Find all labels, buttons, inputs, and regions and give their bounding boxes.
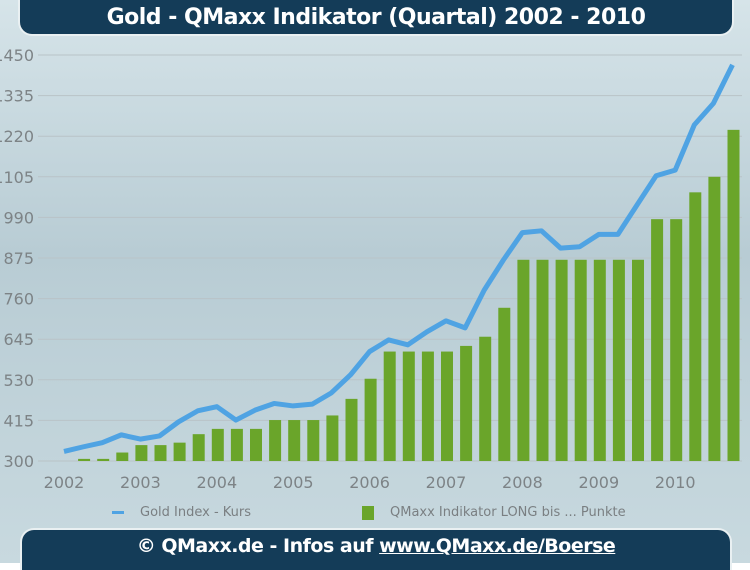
y-tick-label: 1220 — [0, 127, 34, 146]
bar — [403, 352, 415, 461]
bar — [174, 443, 186, 461]
x-tick-label: 2010 — [655, 473, 696, 492]
bar — [97, 459, 109, 461]
footer-link[interactable]: www.QMaxx.de/Boerse — [379, 535, 615, 557]
bar — [632, 260, 644, 461]
y-tick-label: 300 — [3, 452, 34, 471]
footer-banner: © QMaxx.de - Infos auf www.QMaxx.de/Boer… — [20, 528, 732, 570]
legend-item-gold: Gold Index - Kurs — [112, 505, 251, 520]
chart-title: Gold - QMaxx Indikator (Quartal) 2002 - … — [18, 0, 734, 36]
y-tick-label: 760 — [3, 290, 34, 309]
x-tick-label: 2007 — [426, 473, 467, 492]
bar — [269, 420, 281, 461]
bar — [441, 352, 453, 461]
x-tick-label: 2009 — [578, 473, 619, 492]
bar — [326, 415, 338, 461]
x-tick-label: 2004 — [196, 473, 237, 492]
y-tick-label: 530 — [3, 371, 34, 390]
bar — [155, 445, 167, 461]
x-tick-label: 2008 — [502, 473, 543, 492]
y-tick-label: 415 — [3, 411, 34, 430]
y-tick-label: 990 — [3, 208, 34, 227]
bar — [479, 337, 491, 461]
bar — [517, 260, 529, 461]
footer-text: © QMaxx.de - Infos auf — [137, 535, 379, 557]
bar — [498, 308, 510, 461]
bar — [670, 219, 682, 461]
bar — [556, 260, 568, 461]
bar — [288, 420, 300, 461]
legend-label: QMaxx Indikator LONG bis ... Punkte — [390, 505, 626, 520]
y-tick-label: 645 — [3, 330, 34, 349]
bar — [193, 434, 205, 461]
bar — [250, 429, 262, 461]
x-tick-label: 2006 — [349, 473, 390, 492]
bar — [708, 177, 720, 461]
bar — [594, 260, 606, 461]
x-tick-label: 2005 — [273, 473, 314, 492]
legend-bar-swatch — [362, 506, 374, 520]
bar — [116, 453, 128, 461]
bar — [613, 260, 625, 461]
bar — [78, 459, 90, 461]
bar — [537, 260, 549, 461]
bar — [346, 399, 358, 461]
bar — [422, 352, 434, 461]
bar — [728, 130, 740, 461]
y-tick-label: 1105 — [0, 168, 34, 187]
bar — [384, 352, 396, 461]
legend-line-swatch — [112, 511, 124, 514]
bar — [135, 445, 147, 461]
x-tick-label: 2002 — [44, 473, 85, 492]
bar — [575, 260, 587, 461]
bar — [365, 379, 377, 461]
legend-item-qmaxx: QMaxx Indikator LONG bis ... Punkte — [362, 505, 626, 520]
bar — [231, 429, 243, 461]
bar — [307, 420, 319, 461]
y-tick-label: 875 — [3, 249, 34, 268]
x-tick-label: 2003 — [120, 473, 161, 492]
y-tick-label: 1450 — [0, 46, 34, 65]
bar — [460, 346, 472, 461]
bar — [651, 219, 663, 461]
bar — [212, 429, 224, 461]
y-tick-label: 1335 — [0, 87, 34, 106]
legend-label: Gold Index - Kurs — [140, 505, 251, 520]
bar — [689, 192, 701, 461]
